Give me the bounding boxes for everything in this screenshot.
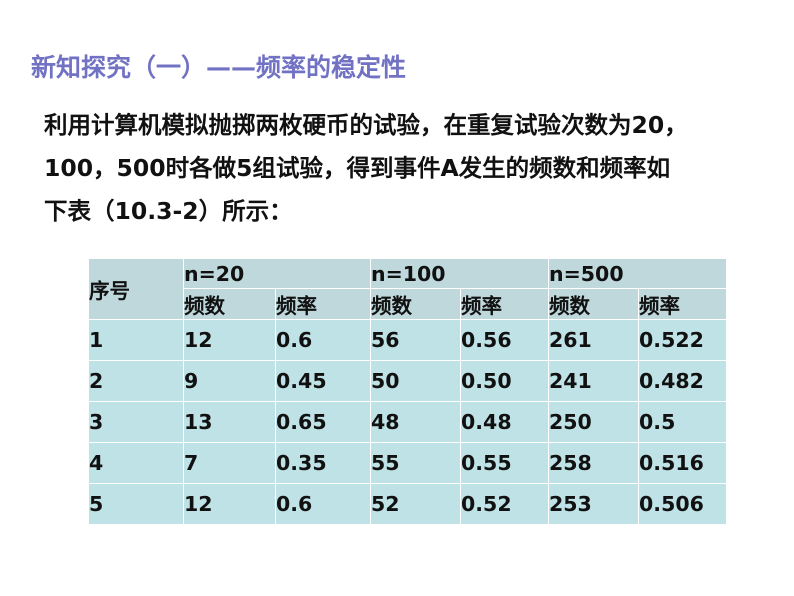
cell-n20-count: 13 (183, 401, 276, 443)
cell-n100-count: 55 (370, 442, 461, 484)
cell-n500-count: 241 (548, 360, 640, 402)
table-row: 1 12 0.6 56 0.56 261 0.522 (88, 319, 728, 361)
body-line-1: 利用计算机模拟抛掷两枚硬币的试验，在重复试验次数为20， (44, 111, 688, 139)
header-group-n100: n=100 (369, 258, 550, 289)
cell-n100-count: 50 (370, 360, 461, 402)
cell-n500-freq: 0.506 (638, 483, 728, 525)
frequency-table: 序号 n=20 n=100 n=500 频数 频率 频数 频率 频数 频率 1 (88, 258, 728, 525)
cell-n500-count: 258 (548, 442, 640, 484)
table-body: 1 12 0.6 56 0.56 261 0.522 2 9 0.45 50 0… (88, 319, 728, 525)
cell-n20-freq: 0.65 (275, 401, 371, 443)
cell-n100-freq: 0.48 (459, 401, 550, 443)
cell-n500-count: 250 (548, 401, 640, 443)
cell-n20-freq: 0.6 (275, 319, 371, 361)
cell-n20-count: 12 (183, 319, 276, 361)
cell-n500-count: 253 (548, 483, 640, 525)
cell-n100-count: 52 (370, 483, 461, 525)
table-row: 2 9 0.45 50 0.50 241 0.482 (88, 360, 728, 402)
cell-n500-freq: 0.482 (638, 360, 728, 402)
header-n500-count: 频数 (548, 288, 640, 320)
cell-index: 2 (88, 360, 184, 402)
header-group-n500: n=500 (548, 258, 728, 289)
cell-n100-count: 48 (370, 401, 461, 443)
body-line-3: 下表（10.3-2）所示： (44, 197, 293, 225)
cell-n500-freq: 0.522 (638, 319, 728, 361)
cell-n100-freq: 0.56 (459, 319, 550, 361)
table-header-row-sub: 频数 频率 频数 频率 频数 频率 (89, 288, 728, 320)
header-index: 序号 (88, 258, 184, 320)
cell-index: 4 (88, 442, 184, 484)
cell-index: 1 (88, 319, 184, 361)
cell-n20-count: 9 (183, 360, 276, 402)
cell-n20-freq: 0.6 (275, 483, 371, 525)
table-row: 5 12 0.6 52 0.52 253 0.506 (88, 483, 728, 525)
header-n100-freq: 频率 (459, 288, 550, 320)
cell-n20-freq: 0.45 (275, 360, 371, 402)
frequency-table-container: 序号 n=20 n=100 n=500 频数 频率 频数 频率 频数 频率 1 (88, 258, 728, 525)
page-title: 新知探究（一）——频率的稳定性 (31, 53, 407, 82)
body-line-2: 100，500时各做5组试验，得到事件A发生的频数和频率如 (44, 154, 671, 182)
cell-n20-count: 12 (183, 483, 276, 525)
cell-n100-freq: 0.52 (459, 483, 550, 525)
cell-n500-count: 261 (548, 319, 640, 361)
cell-n500-freq: 0.5 (638, 401, 728, 443)
body-paragraph: 利用计算机模拟抛掷两枚硬币的试验，在重复试验次数为20， 100，500时各做5… (44, 104, 760, 233)
cell-n100-freq: 0.55 (459, 442, 550, 484)
header-n20-freq: 频率 (275, 288, 371, 320)
table-row: 3 13 0.65 48 0.48 250 0.5 (88, 401, 728, 443)
cell-index: 3 (88, 401, 184, 443)
cell-index: 5 (88, 483, 184, 525)
header-n20-count: 频数 (183, 288, 276, 320)
header-group-n20: n=20 (183, 258, 371, 289)
table-row: 4 7 0.35 55 0.55 258 0.516 (88, 442, 728, 484)
table-header-row-groups: 序号 n=20 n=100 n=500 (88, 258, 728, 320)
cell-n100-freq: 0.50 (459, 360, 550, 402)
cell-n100-count: 56 (370, 319, 461, 361)
cell-n20-freq: 0.35 (275, 442, 371, 484)
header-n500-freq: 频率 (638, 288, 728, 320)
cell-n20-count: 7 (183, 442, 276, 484)
header-n100-count: 频数 (370, 288, 461, 320)
cell-n500-freq: 0.516 (638, 442, 728, 484)
table-header: 序号 n=20 n=100 n=500 频数 频率 频数 频率 频数 频率 (88, 258, 728, 320)
